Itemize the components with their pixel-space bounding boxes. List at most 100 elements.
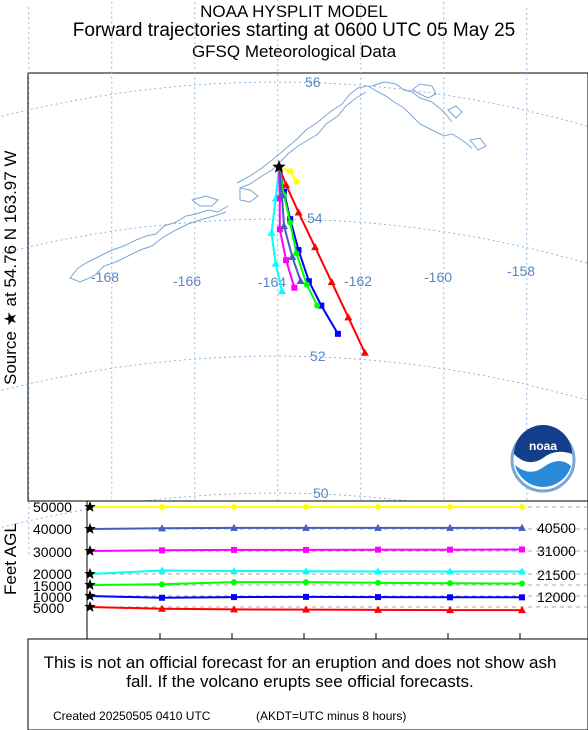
disclaimer-box: [27, 638, 588, 730]
y-tick-label: 20000: [33, 566, 72, 582]
trajectory-marker: [276, 226, 283, 233]
noaa-logo: noaa: [510, 425, 576, 493]
trajectory-marker: [293, 250, 300, 257]
height-source-star-icon: [84, 501, 96, 512]
trajectory-marker: [159, 547, 165, 554]
trajectory-marker: [231, 579, 237, 586]
trajectory-marker: [294, 208, 303, 216]
source-star-icon: [272, 160, 286, 173]
trajectory-marker: [277, 191, 286, 199]
trajectory-marker: [279, 221, 288, 229]
trajectory-marker: [375, 504, 381, 510]
right-height-label: 12000: [537, 589, 576, 605]
y-tick-label: 30000: [33, 544, 72, 560]
trajectory-marker: [271, 259, 280, 267]
trajectory-marker: [159, 594, 165, 601]
trajectory-marker: [231, 546, 237, 553]
lat-label: 56: [305, 74, 321, 90]
trajectory-marker: [519, 594, 525, 601]
trajectory-marker: [158, 604, 166, 612]
lat-label: 54: [307, 210, 323, 226]
trajectory-marker: [344, 313, 353, 321]
trajectory-marker: [519, 546, 525, 553]
parallel-line: [0, 355, 588, 401]
trajectory-marker: [518, 567, 526, 575]
trajectory-marker: [287, 168, 294, 175]
height-axis-labels: 50000 40000 30000 20000 15000 10000 5000: [33, 499, 72, 616]
y-tick-label: 50000: [33, 499, 72, 515]
trajectory-marker: [518, 606, 526, 614]
trajectory-marker: [293, 178, 300, 185]
alaska-peninsula-coast: [236, 81, 473, 189]
height-trajectory-layer: [84, 501, 526, 614]
island-coast: [411, 83, 487, 151]
trajectory-marker: [159, 504, 165, 510]
trajectory-marker: [291, 284, 298, 291]
trajectory-path: [278, 166, 319, 306]
right-height-label: 21500: [537, 567, 576, 583]
trajectory-marker: [447, 504, 453, 510]
trajectory-marker: [296, 276, 305, 284]
lon-label: -158: [507, 263, 535, 279]
trajectory-marker: [230, 523, 238, 531]
trajectory-marker: [519, 580, 525, 587]
trajectory-marker: [360, 348, 369, 356]
trajectory-marker: [302, 605, 310, 613]
title-line-3: GFSQ Meteorological Data: [191, 42, 397, 61]
trajectory-marker: [276, 195, 283, 202]
height-source-star-icon: [84, 545, 96, 556]
trajectory-marker: [447, 594, 453, 601]
height-source-star-icon: [84, 590, 96, 601]
svg-text:noaa: noaa: [529, 439, 557, 453]
y-tick-label: 10000: [33, 589, 72, 605]
trajectory-marker: [446, 523, 454, 531]
trajectory-marker: [283, 257, 290, 264]
trajectory-marker: [375, 546, 381, 553]
trajectory-marker: [231, 594, 237, 601]
right-height-label: 31000: [537, 543, 576, 559]
trajectory-marker: [327, 278, 336, 286]
trajectory-marker: [374, 567, 382, 575]
trajectory-marker: [305, 278, 312, 285]
trajectory-marker: [288, 252, 297, 260]
timezone-note: (AKDT=UTC minus 8 hours): [256, 709, 407, 723]
trajectory-marker: [375, 594, 381, 601]
trajectory-marker: [374, 523, 382, 531]
title-line-1: NOAA HYSPLIT MODEL: [200, 2, 388, 21]
trajectory-marker: [303, 504, 309, 510]
trajectory-marker: [230, 605, 238, 613]
trajectory-marker: [447, 580, 453, 587]
title-line-2: Forward trajectories starting at 0600 UT…: [72, 20, 516, 41]
trajectory-marker: [446, 567, 454, 575]
trajectory-marker: [282, 180, 291, 188]
lat-label: 52: [310, 348, 326, 364]
height-source-star-icon: [84, 568, 96, 579]
y-tick-label: 5000: [33, 600, 64, 616]
trajectory-marker: [318, 302, 325, 309]
parallel-line: [0, 218, 588, 264]
height-source-star-icon: [84, 523, 96, 534]
lon-label: -162: [344, 273, 372, 289]
height-source-star-icon: [84, 579, 96, 590]
trajectory-marker: [334, 330, 341, 337]
height-right-labels: 40500 31000 21500 12000: [537, 520, 576, 605]
lon-label: -160: [424, 269, 452, 285]
trajectory-marker: [302, 523, 310, 531]
trajectory-marker: [267, 228, 276, 236]
lon-label: -168: [91, 269, 119, 285]
height-source-star-icon: [84, 601, 96, 612]
trajectory-marker: [311, 243, 320, 251]
lon-label: -166: [173, 273, 201, 289]
trajectory-marker: [518, 523, 526, 531]
trajectory-marker: [159, 581, 165, 588]
y-tick-label: 40000: [33, 521, 72, 537]
y-tick-label: 15000: [33, 578, 72, 594]
lat-label: 50: [313, 485, 329, 501]
disclaimer-text: This is not an official forecast for an …: [43, 653, 557, 691]
trajectory-marker: [158, 566, 166, 574]
trajectory-marker: [314, 302, 321, 309]
trajectory-marker: [303, 281, 310, 288]
trajectory-marker: [302, 567, 310, 575]
trajectory-marker: [303, 593, 309, 600]
